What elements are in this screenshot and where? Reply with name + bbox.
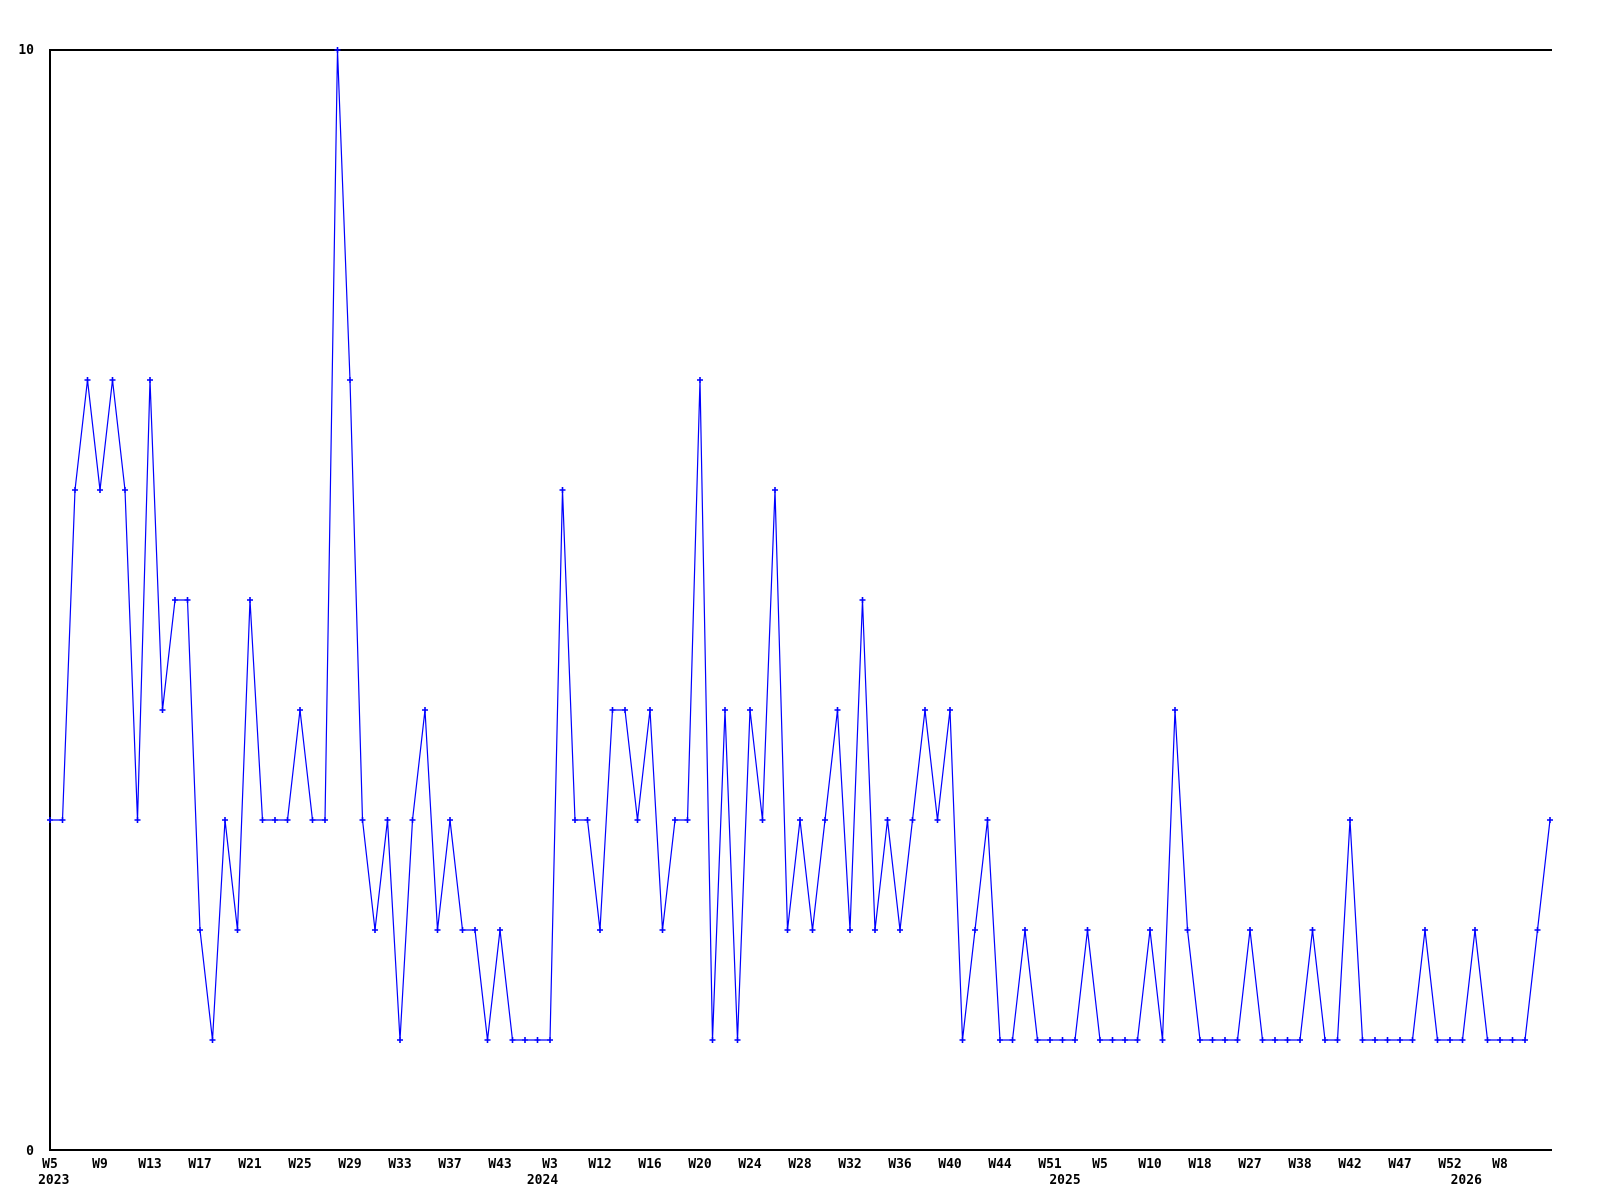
x-tick-label: W9 <box>92 1157 108 1172</box>
y-tick-label-max: 10 <box>18 43 34 58</box>
year-label: 2024 <box>527 1173 558 1188</box>
x-tick-label: W40 <box>938 1157 962 1172</box>
x-tick-label: W24 <box>738 1157 762 1172</box>
x-tick-label: W20 <box>688 1157 712 1172</box>
x-tick-label: W43 <box>488 1157 511 1172</box>
x-tick-label: W33 <box>388 1157 411 1172</box>
data-point-markers <box>47 47 1553 1043</box>
x-tick-label: W47 <box>1388 1157 1411 1172</box>
x-tick-label: W37 <box>438 1157 461 1172</box>
x-tick-label: W36 <box>888 1157 912 1172</box>
x-tick-label: W18 <box>1188 1157 1212 1172</box>
y-tick-label-min: 0 <box>26 1144 34 1159</box>
x-tick-label: W21 <box>238 1157 262 1172</box>
x-tick-label: W8 <box>1492 1157 1508 1172</box>
x-tick-label: W42 <box>1338 1157 1361 1172</box>
x-tick-label: W32 <box>838 1157 861 1172</box>
data-line <box>50 49 1551 1041</box>
x-tick-label: W38 <box>1288 1157 1312 1172</box>
x-tick-label: W5 <box>42 1157 58 1172</box>
x-tick-label: W12 <box>588 1157 611 1172</box>
x-tick-label: W28 <box>788 1157 812 1172</box>
x-tick-label: W25 <box>288 1157 311 1172</box>
year-label: 2026 <box>1451 1173 1482 1188</box>
x-tick-label: W51 <box>1038 1157 1062 1172</box>
x-tick-label: W10 <box>1138 1157 1162 1172</box>
x-tick-label: W27 <box>1238 1157 1261 1172</box>
x-tick-label: W13 <box>138 1157 161 1172</box>
x-tick-label: W44 <box>988 1157 1012 1172</box>
x-tick-label: W29 <box>338 1157 361 1172</box>
x-tick-label: W16 <box>638 1157 662 1172</box>
x-tick-label: W17 <box>188 1157 211 1172</box>
year-label: 2023 <box>38 1173 69 1188</box>
x-tick-label: W52 <box>1438 1157 1461 1172</box>
year-label: 2025 <box>1049 1173 1080 1188</box>
x-tick-label: W3 <box>542 1157 558 1172</box>
x-tick-label: W5 <box>1092 1157 1108 1172</box>
